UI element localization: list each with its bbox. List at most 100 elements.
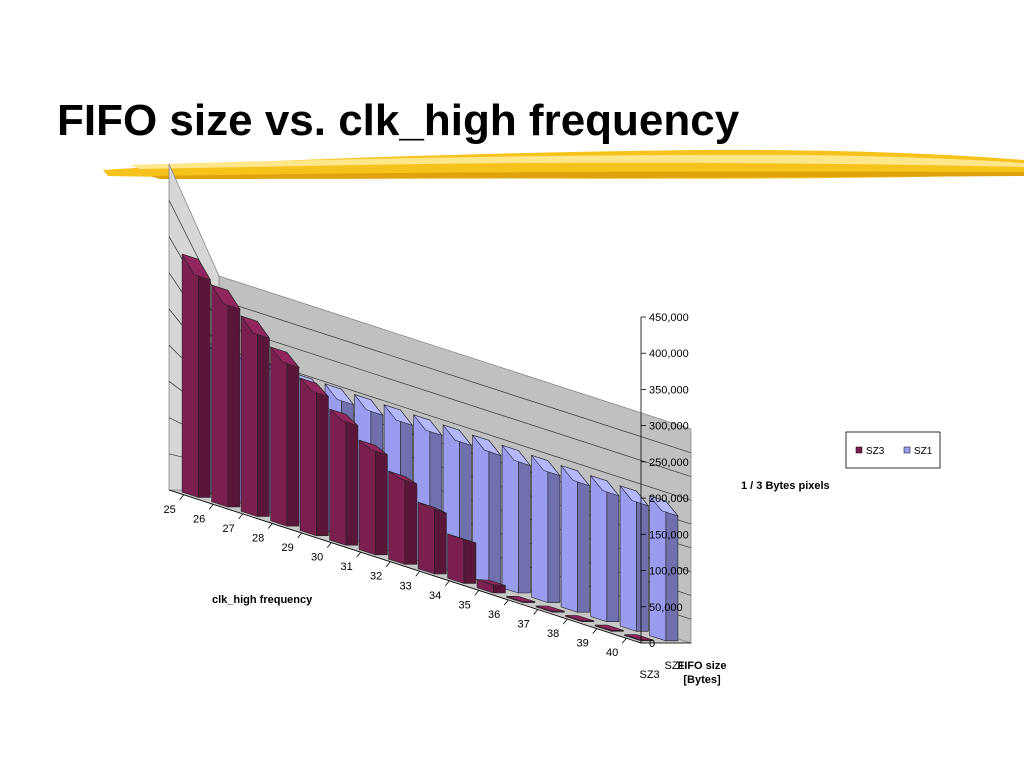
category-axis-tick-label: 36 [488, 609, 500, 621]
category-axis-tick [562, 618, 568, 625]
category-axis-tick-label: 25 [164, 504, 176, 516]
category-axis-tick [326, 542, 332, 548]
bar-top-face [329, 408, 359, 426]
brush-stroke-shadow [150, 171, 1024, 179]
category-axis-tick [238, 513, 244, 520]
category-axis-tick-label: 33 [400, 580, 412, 592]
category-axis-tick [621, 637, 627, 644]
x-axis-title: clk_high frequency [212, 594, 313, 606]
bar-top-face [269, 346, 300, 368]
y-axis-title: 1 / 3 Bytes pixels [741, 480, 830, 492]
bar-top-face [412, 414, 443, 436]
bar-side-face [316, 382, 329, 537]
bar-top-face [240, 315, 271, 339]
bar-sz3-26 [210, 284, 241, 508]
bar-side-face [547, 459, 561, 603]
z-axis-title-line2: [Bytes] [683, 674, 721, 686]
bar-front-face [358, 439, 376, 556]
bar-sz1-36 [530, 454, 561, 604]
bar-top-face [565, 615, 594, 622]
value-axis-tick-label: 300,000 [649, 421, 689, 433]
bar-side-face [286, 351, 300, 527]
chart-legend: SZ3 SZ1 [845, 431, 941, 469]
bar-sz1-40 [648, 495, 679, 642]
bar-sz3-39 [594, 624, 624, 632]
bar-front-face [447, 533, 465, 584]
category-axis-tick [592, 628, 598, 634]
bar-front-face [329, 408, 347, 546]
legend-swatch-sz1 [903, 446, 911, 454]
category-axis-tick [503, 599, 509, 606]
value-axis-tick-label: 200,000 [649, 493, 689, 505]
category-axis-tick-label: 31 [341, 561, 353, 573]
bar-top-face [299, 377, 330, 398]
bar-top-face [624, 634, 653, 641]
bar-front-face [417, 501, 435, 575]
value-axis-tick-label: 0 [649, 638, 655, 650]
bar-sz3-29 [299, 377, 330, 537]
bar-sz3-37 [535, 605, 565, 613]
category-axis-tick [267, 523, 273, 529]
bar-top-face [388, 470, 418, 485]
bar-side-face [606, 480, 620, 623]
category-axis-tick [208, 504, 214, 510]
bar-side-face [518, 449, 531, 594]
chart-bars [181, 253, 679, 642]
bar-sz3-25 [181, 253, 212, 498]
bar-top-face [589, 475, 620, 497]
bar-front-face [240, 315, 258, 517]
bar-sz3-27 [240, 315, 271, 517]
bar-top-face [447, 533, 476, 544]
bar-side-face [488, 439, 502, 584]
bar-sz3-38 [565, 614, 595, 623]
bar-top-face [648, 495, 679, 517]
bar-sz1-34 [471, 434, 502, 584]
bar-side-face [257, 320, 270, 517]
bar-side-face [636, 490, 649, 632]
bar-top-face [471, 434, 502, 457]
bar-sz1-38 [589, 475, 620, 623]
bar-side-face [375, 444, 388, 556]
depth-axis-label-sz3: SZ3 [640, 669, 660, 681]
z-axis-title-line1: FIFO size [678, 660, 727, 672]
category-axis-tick [179, 494, 185, 501]
category-axis-tick-label: 28 [252, 532, 264, 544]
value-axis-tick-label: 50,000 [649, 602, 683, 614]
bar-front-face [211, 284, 229, 508]
category-axis-tick-label: 32 [370, 571, 382, 583]
depth-axis-label-sz1: SZ1 [665, 660, 685, 672]
bar-top-face [536, 605, 565, 612]
category-axis-tick [474, 590, 480, 596]
category-axis [168, 489, 642, 644]
bar-top-face [383, 404, 414, 426]
bar-side-face [227, 289, 241, 508]
bar-top-face [353, 394, 384, 416]
value-axis-tick-label: 150,000 [649, 529, 689, 541]
brush-stroke-highlight [130, 154, 1024, 169]
category-axis-tick-label: 40 [606, 647, 618, 659]
bar-top-face [324, 383, 355, 406]
bar-sz3-40 [624, 634, 654, 642]
bar-top-face [442, 424, 473, 446]
category-axis-tick [444, 580, 450, 587]
bar-sz3-36 [506, 595, 536, 604]
chart-labels: 450,000 400,000 350,000 300,000 250,000 200,0… [164, 312, 830, 686]
category-axis-tick-label: 30 [311, 552, 323, 564]
legend-label-sz3: SZ3 [866, 446, 885, 457]
bar-front-face [270, 346, 288, 527]
value-axis-tick-label: 450,000 [649, 312, 689, 324]
bar-side-face [463, 538, 477, 584]
legend-label-sz1: SZ1 [914, 446, 933, 457]
category-axis-tick [297, 532, 303, 539]
slide-title: FIFO size vs. clk_high frequency [57, 96, 740, 145]
bar-side-face [493, 584, 506, 594]
bar-sz3-31 [358, 439, 388, 556]
category-axis-tick [415, 571, 421, 577]
bar-sz3-28 [269, 346, 300, 527]
bar-side-face [434, 507, 447, 575]
bar-front-face [619, 485, 637, 632]
category-axis-tick [356, 551, 362, 558]
value-axis-tick-label: 400,000 [649, 348, 689, 360]
category-axis-tick [385, 561, 391, 567]
